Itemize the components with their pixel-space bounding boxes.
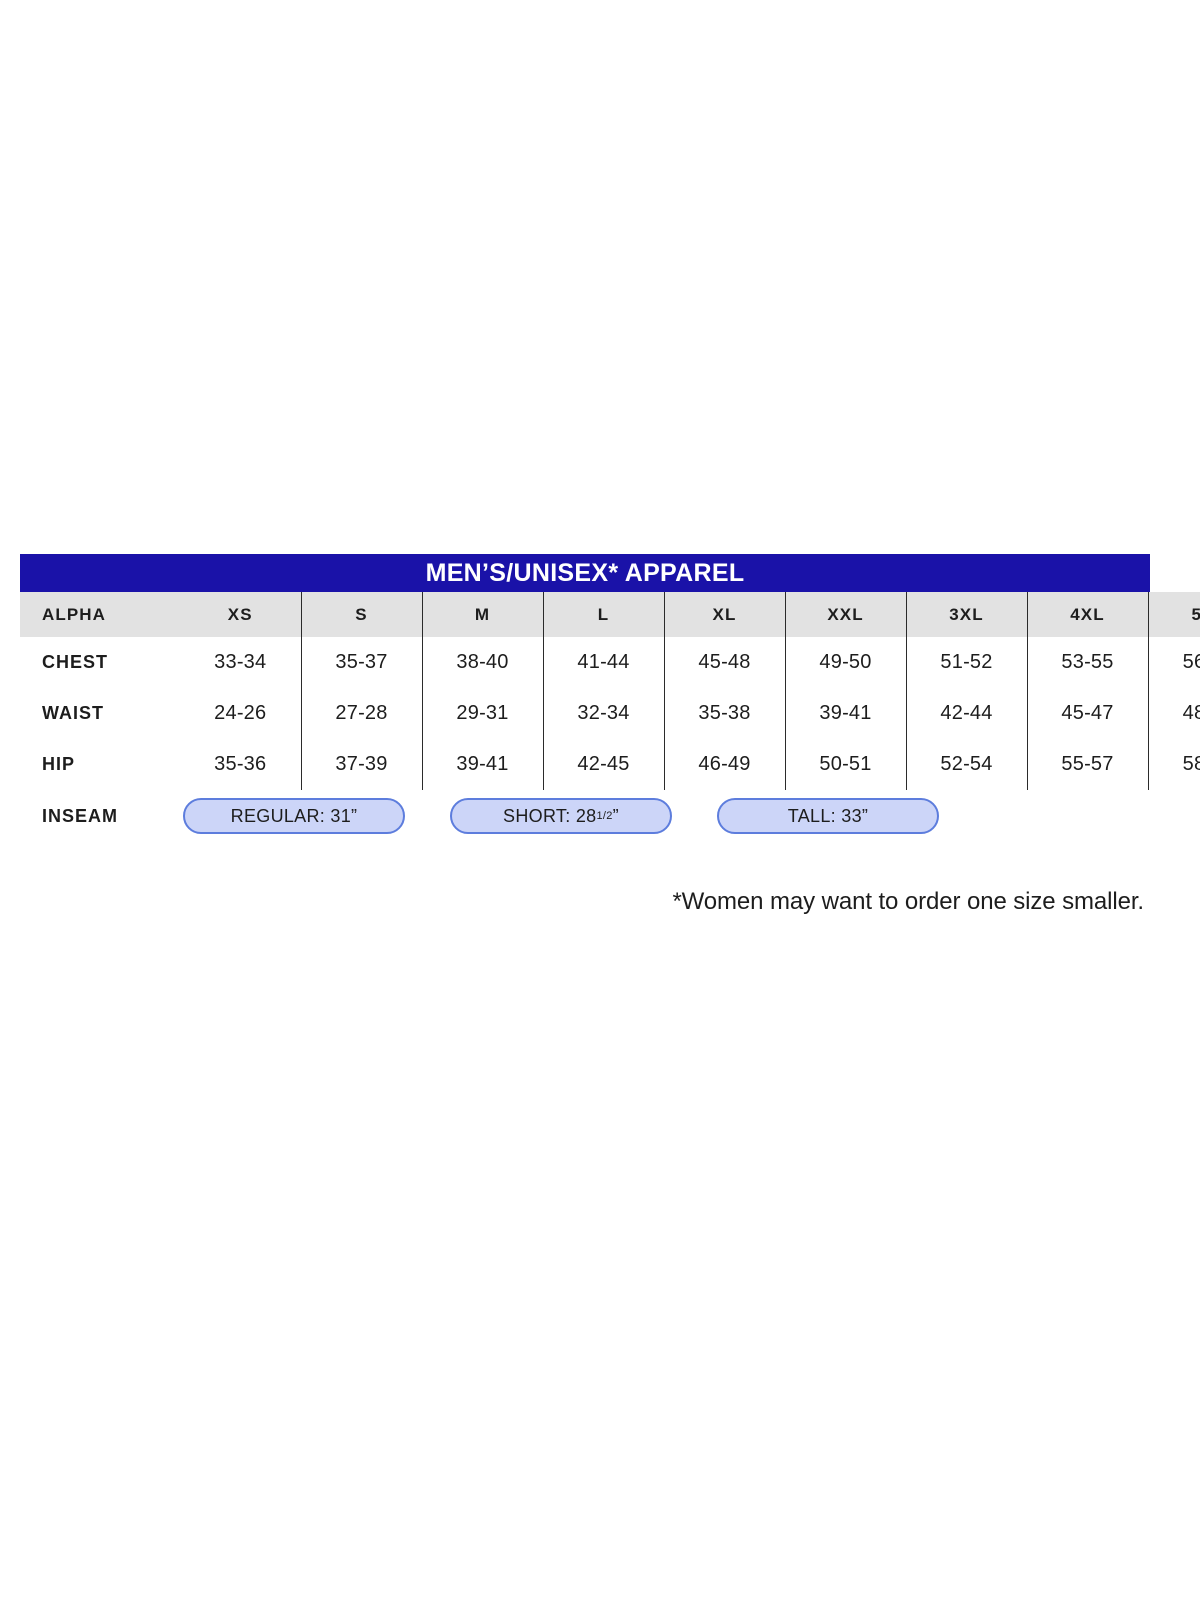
row-label-hip: HIP (42, 754, 76, 774)
table-header-row: ALPHA XS S M L XL XXL 3XL 4XL 5XL (20, 592, 1200, 637)
column-header-s: S (300, 592, 422, 637)
inseam-options: REGULAR: 31” SHORT: 28 1/2” TALL: 33” (180, 790, 1200, 842)
cell-hip-xs: 35-36 (214, 753, 267, 775)
size-chart-banner: MEN’S/UNISEX* APPAREL (20, 554, 1150, 592)
size-table: ALPHA XS S M L XL XXL 3XL 4XL 5XL CHEST … (20, 592, 1200, 842)
cell-waist-xs: 24-26 (214, 702, 267, 724)
cell-chest-xl: 45-48 (663, 637, 785, 688)
cell-waist-xl: 35-38 (663, 688, 785, 739)
cell-waist-4xl: 45-47 (1026, 688, 1148, 739)
inseam-option-short-label: SHORT: 28 (503, 805, 597, 826)
cell-chest-5xl: 56-58 (1147, 637, 1200, 688)
cell-hip-l: 42-45 (542, 739, 664, 790)
table-row-waist: WAIST 24-26 27-28 29-31 32-34 35-38 39-4… (20, 688, 1200, 739)
table-row-hip: HIP 35-36 37-39 39-41 42-45 46-49 50-51 … (20, 739, 1200, 790)
inseam-option-tall-label: TALL: 33” (787, 805, 869, 826)
cell-hip-4xl: 55-57 (1026, 739, 1148, 790)
cell-waist-m: 29-31 (421, 688, 543, 739)
table-row-inseam: INSEAM REGULAR: 31” SHORT: 28 1/2” TALL: … (20, 790, 1200, 842)
inseam-option-short[interactable]: SHORT: 28 1/2” (450, 798, 672, 834)
column-header-l: L (542, 592, 664, 637)
column-header-m: M (421, 592, 543, 637)
cell-chest-3xl: 51-52 (905, 637, 1027, 688)
inseam-option-regular[interactable]: REGULAR: 31” (183, 798, 405, 834)
cell-hip-m: 39-41 (421, 739, 543, 790)
column-header-5xl: 5XL (1147, 592, 1200, 637)
column-header-3xl: 3XL (905, 592, 1027, 637)
cell-hip-5xl: 58-60 (1147, 739, 1200, 790)
row-label-chest: CHEST (42, 652, 109, 672)
cell-chest-xs: 33-34 (214, 651, 267, 673)
size-chart: MEN’S/UNISEX* APPAREL ALPHA XS S M L XL … (20, 554, 1200, 842)
column-header-4xl: 4XL (1026, 592, 1148, 637)
row-label-inseam: INSEAM (42, 805, 119, 826)
column-header-xs: XS (227, 604, 253, 624)
column-header-xl: XL (663, 592, 785, 637)
inseam-option-regular-label: REGULAR: 31” (230, 805, 358, 826)
cell-hip-xxl: 50-51 (784, 739, 906, 790)
size-chart-footnote: *Women may want to order one size smalle… (672, 888, 1144, 915)
cell-hip-xl: 46-49 (663, 739, 785, 790)
cell-waist-3xl: 42-44 (905, 688, 1027, 739)
table-row-chest: CHEST 33-34 35-37 38-40 41-44 45-48 49-5… (20, 637, 1200, 688)
cell-waist-s: 27-28 (300, 688, 422, 739)
cell-waist-l: 32-34 (542, 688, 664, 739)
cell-hip-s: 37-39 (300, 739, 422, 790)
inseam-option-short-suffix: ” (612, 805, 619, 826)
cell-chest-4xl: 53-55 (1026, 637, 1148, 688)
cell-chest-m: 38-40 (421, 637, 543, 688)
inseam-option-tall[interactable]: TALL: 33” (717, 798, 939, 834)
column-header-alpha: ALPHA (42, 604, 107, 624)
cell-chest-s: 35-37 (300, 637, 422, 688)
cell-hip-3xl: 52-54 (905, 739, 1027, 790)
cell-waist-xxl: 39-41 (784, 688, 906, 739)
row-label-waist: WAIST (42, 703, 104, 723)
size-chart-title: MEN’S/UNISEX* APPAREL (425, 558, 745, 587)
column-header-xxl: XXL (784, 592, 906, 637)
cell-waist-5xl: 48-50 (1147, 688, 1200, 739)
cell-chest-xxl: 49-50 (784, 637, 906, 688)
cell-chest-l: 41-44 (542, 637, 664, 688)
